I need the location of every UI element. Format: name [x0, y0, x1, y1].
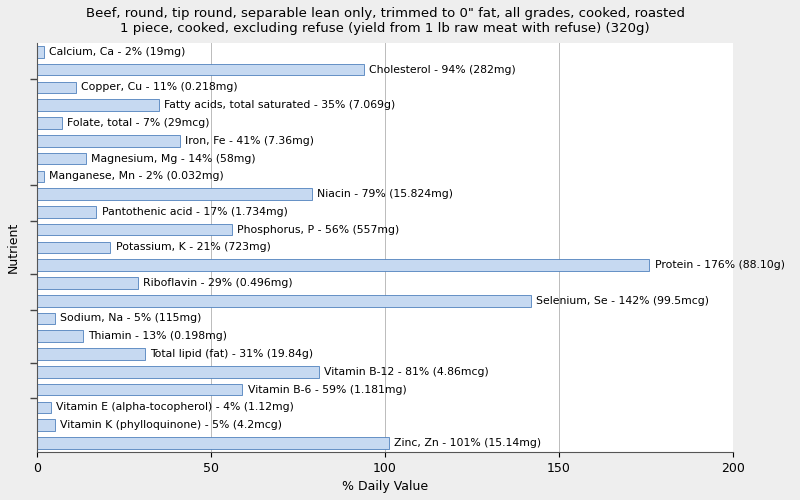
Text: Protein - 176% (88.10g): Protein - 176% (88.10g) — [654, 260, 785, 270]
Y-axis label: Nutrient: Nutrient — [7, 222, 20, 273]
Text: Cholesterol - 94% (282mg): Cholesterol - 94% (282mg) — [370, 64, 516, 74]
Bar — [38, 330, 82, 342]
Text: Pantothenic acid - 17% (1.734mg): Pantothenic acid - 17% (1.734mg) — [102, 207, 287, 217]
Text: Vitamin K (phylloquinone) - 5% (4.2mcg): Vitamin K (phylloquinone) - 5% (4.2mcg) — [60, 420, 282, 430]
Bar — [38, 170, 44, 182]
Text: Magnesium, Mg - 14% (58mg): Magnesium, Mg - 14% (58mg) — [91, 154, 256, 164]
Bar — [38, 100, 159, 111]
Bar — [38, 366, 319, 378]
Text: Riboflavin - 29% (0.496mg): Riboflavin - 29% (0.496mg) — [143, 278, 293, 288]
X-axis label: % Daily Value: % Daily Value — [342, 480, 428, 493]
Text: Total lipid (fat) - 31% (19.84g): Total lipid (fat) - 31% (19.84g) — [150, 349, 314, 359]
Text: Vitamin B-12 - 81% (4.86mcg): Vitamin B-12 - 81% (4.86mcg) — [324, 367, 489, 377]
Text: Vitamin B-6 - 59% (1.181mg): Vitamin B-6 - 59% (1.181mg) — [248, 384, 406, 394]
Bar — [38, 46, 44, 58]
Bar — [38, 64, 364, 76]
Bar — [38, 242, 110, 253]
Bar — [38, 82, 75, 94]
Bar — [38, 277, 138, 288]
Text: Phosphorus, P - 56% (557mg): Phosphorus, P - 56% (557mg) — [238, 224, 399, 234]
Bar — [38, 224, 232, 235]
Bar — [38, 348, 145, 360]
Text: Folate, total - 7% (29mcg): Folate, total - 7% (29mcg) — [67, 118, 210, 128]
Text: Selenium, Se - 142% (99.5mcg): Selenium, Se - 142% (99.5mcg) — [536, 296, 710, 306]
Text: Potassium, K - 21% (723mg): Potassium, K - 21% (723mg) — [115, 242, 270, 252]
Bar — [38, 384, 242, 396]
Text: Vitamin E (alpha-tocopherol) - 4% (1.12mg): Vitamin E (alpha-tocopherol) - 4% (1.12m… — [57, 402, 294, 412]
Bar — [38, 117, 62, 129]
Bar — [38, 312, 54, 324]
Bar — [38, 420, 54, 431]
Text: Manganese, Mn - 2% (0.032mg): Manganese, Mn - 2% (0.032mg) — [50, 172, 224, 181]
Text: Zinc, Zn - 101% (15.14mg): Zinc, Zn - 101% (15.14mg) — [394, 438, 541, 448]
Bar — [38, 153, 86, 164]
Bar — [38, 206, 97, 218]
Bar — [38, 402, 51, 413]
Bar — [38, 260, 650, 271]
Text: Sodium, Na - 5% (115mg): Sodium, Na - 5% (115mg) — [60, 314, 202, 324]
Text: Fatty acids, total saturated - 35% (7.069g): Fatty acids, total saturated - 35% (7.06… — [164, 100, 395, 110]
Title: Beef, round, tip round, separable lean only, trimmed to 0" fat, all grades, cook: Beef, round, tip round, separable lean o… — [86, 7, 685, 35]
Bar — [38, 295, 531, 306]
Bar — [38, 188, 312, 200]
Text: Calcium, Ca - 2% (19mg): Calcium, Ca - 2% (19mg) — [50, 47, 186, 57]
Text: Niacin - 79% (15.824mg): Niacin - 79% (15.824mg) — [318, 189, 454, 199]
Text: Copper, Cu - 11% (0.218mg): Copper, Cu - 11% (0.218mg) — [81, 82, 238, 92]
Text: Iron, Fe - 41% (7.36mg): Iron, Fe - 41% (7.36mg) — [185, 136, 314, 146]
Text: Thiamin - 13% (0.198mg): Thiamin - 13% (0.198mg) — [88, 332, 226, 342]
Bar — [38, 437, 389, 448]
Bar — [38, 135, 180, 146]
